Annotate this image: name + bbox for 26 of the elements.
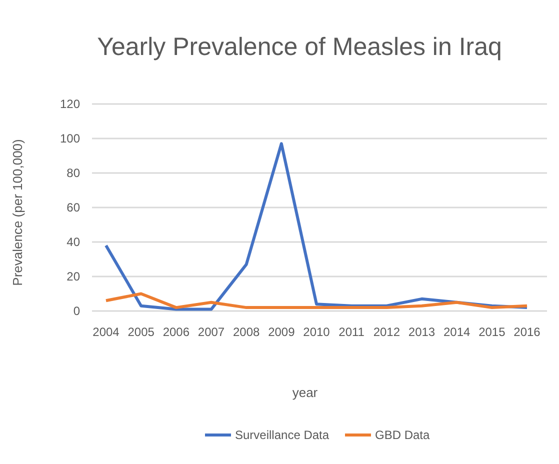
x-tick-label: 2005: [128, 325, 155, 339]
y-tick-label: 100: [60, 132, 80, 146]
x-tick-label: 2016: [514, 325, 541, 339]
x-tick-label: 2004: [92, 325, 120, 339]
chart-title: Yearly Prevalence of Measles in Iraq: [97, 33, 502, 61]
x-tick-label: 2012: [373, 325, 400, 339]
line-series: [104, 292, 528, 310]
legend-label: Surveillance Data: [235, 428, 330, 442]
x-tick-label: 2008: [232, 325, 260, 339]
x-tick-label: 2014: [443, 325, 471, 339]
x-tick-label: 2013: [408, 325, 436, 339]
y-tick-label: 0: [73, 304, 80, 318]
y-tick-label: 40: [66, 235, 80, 250]
x-tick-label: 2011: [338, 325, 365, 339]
x-tick-label: 2006: [162, 325, 190, 339]
x-tick-label: 2015: [478, 325, 506, 339]
x-tick-label: 2007: [198, 325, 225, 339]
x-tick-label: 2009: [268, 325, 296, 339]
x-axis-title: year: [292, 385, 318, 400]
legend-label: GBD Data: [375, 428, 430, 442]
x-tick-label: 2010: [303, 325, 330, 339]
y-axis-title: Prevalence (per 100,000): [10, 139, 25, 286]
y-tick-label: 60: [66, 200, 80, 215]
y-tick-label: 120: [60, 97, 80, 112]
y-tick-label: 80: [66, 166, 80, 180]
y-tick-label: 20: [66, 270, 80, 284]
